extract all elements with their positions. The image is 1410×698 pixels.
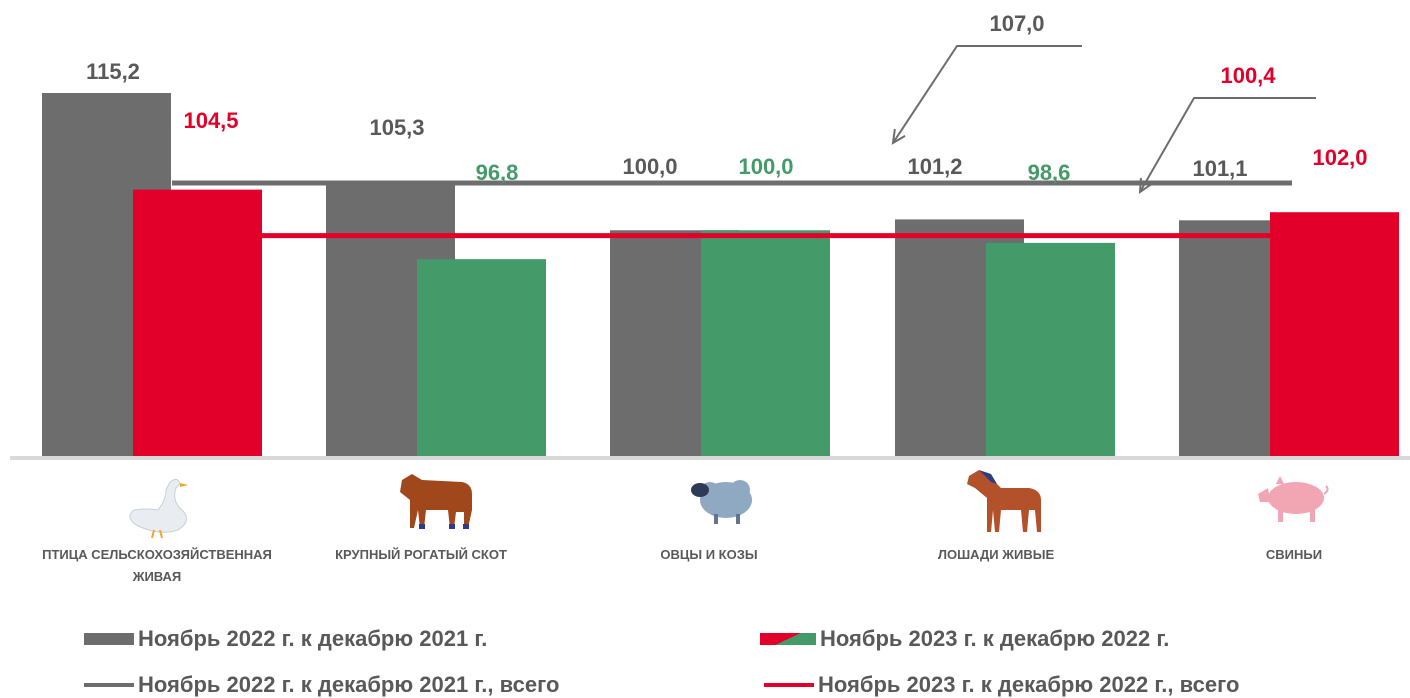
callout-leader-2022 [892,45,1082,144]
legend-swatch-grey-bar [84,633,134,645]
legend-swatch-red-line [764,683,814,687]
legend-label-line-2023: Ноябрь 2023 г. к декабрю 2022 г., всего [818,672,1240,697]
sheep-icon [691,480,752,524]
cow-icon [400,474,472,529]
legend-swatch-red-green-bar [760,633,816,645]
value-label-2023-4: 102,0 [1312,145,1367,170]
category-label-0-line-0: ПТИЦА СЕЛЬСКОХОЗЯЙСТВЕННАЯ [42,547,272,562]
bars-layer [42,93,1399,457]
bar-2023-4 [1270,212,1399,456]
category-label-3-line-0: ЛОШАДИ ЖИВЫЕ [938,547,1055,562]
bar-2023-0 [133,189,262,457]
bar-2023-1 [417,259,546,456]
goose-icon [129,478,188,539]
legend-label-line-2022: Ноябрь 2022 г. к декабрю 2021 г., всего [138,672,560,697]
value-label-2022-2: 100,0 [622,154,677,179]
callout-arrowhead-2022 [891,128,906,145]
category-icons-layer [129,470,1329,539]
value-label-2023-1: 96,8 [476,160,519,185]
value-label-2023-3: 98,6 [1028,160,1071,185]
legend-label-bar-2022: Ноябрь 2022 г. к декабрю 2021 г. [138,626,488,651]
bar-2023-3 [986,242,1115,456]
category-label-4-line-0: СВИНЬИ [1266,547,1322,562]
category-label-0-line-1: ЖИВАЯ [132,569,182,584]
value-label-2022-1: 105,3 [369,115,424,140]
value-label-2022-4: 101,1 [1192,156,1247,181]
value-label-2023-0: 104,5 [183,108,238,133]
legend-item-bar-2023: Ноябрь 2023 г. к декабрю 2022 г. [760,626,1169,652]
category-label-1-line-0: КРУПНЫЙ РОГАТЫЙ СКОТ [335,547,507,562]
pig-icon [1258,476,1329,522]
reference-label-2022: 107,0 [989,11,1044,36]
bar-2023-2 [701,230,830,456]
callout-arrowhead-2023 [1138,177,1153,194]
reference-label-2023: 100,4 [1220,63,1276,88]
legend-item-line-2023: Ноябрь 2023 г. к декабрю 2022 г., всего [764,672,1239,698]
value-labels-layer: 115,2 105,3 100,0 101,2 101,1 104,5 96,8 100,0 9… [86,59,1367,185]
value-label-2023-2: 100,0 [738,154,793,179]
horse-icon [967,470,1041,532]
value-label-2022-3: 101,2 [907,154,962,179]
legend-item-bar-2022: Ноябрь 2022 г. к декабрю 2021 г. [84,626,487,652]
legend-swatch-grey-line [84,683,134,687]
value-label-2022-0: 115,2 [86,59,140,84]
category-label-2-line-0: ОВЦЫ И КОЗЫ [660,547,757,562]
reference-lines-layer: 107,0 100,4 [172,11,1316,239]
legend-label-bar-2023: Ноябрь 2023 г. к декабрю 2022 г. [820,626,1170,651]
category-labels-layer: ПТИЦА СЕЛЬСКОХОЗЯЙСТВЕННАЯ ЖИВАЯ КРУПНЫЙ Р… [42,547,1322,584]
legend-item-line-2022: Ноябрь 2022 г. к декабрю 2021 г., всего [84,672,559,698]
callout-leader-2023 [1139,97,1316,193]
